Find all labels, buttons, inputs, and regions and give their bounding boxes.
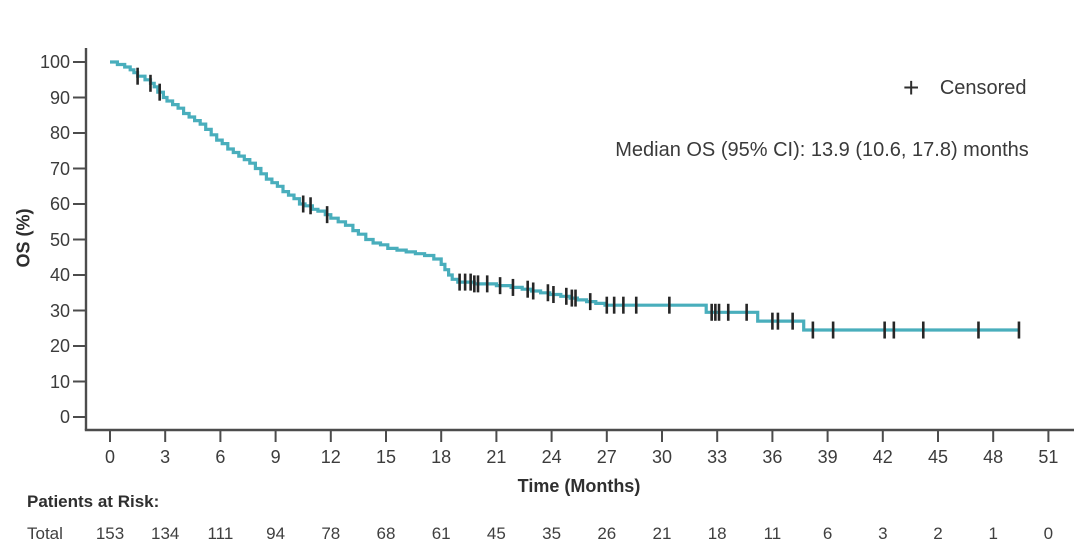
risk-count: 2 [933,524,943,543]
x-tick-label: 18 [431,447,452,467]
y-tick-label: 70 [49,158,70,179]
x-tick-label: 33 [707,447,728,467]
y-tick-label: 50 [49,229,70,250]
risk-count: 35 [542,524,562,543]
x-tick-label: 21 [486,447,507,467]
y-tick-label: 10 [49,371,70,392]
x-tick-label: 51 [1038,447,1059,467]
y-tick-label: 30 [49,300,70,321]
x-tick-label: 24 [541,447,562,467]
median-os-annotation: Median OS (95% CI): 13.9 (10.6, 17.8) mo… [615,139,1029,161]
x-tick-label: 27 [596,447,617,467]
risk-count: 111 [207,524,234,543]
risk-count: 94 [266,524,286,543]
x-tick-label: 36 [762,447,783,467]
risk-count: 61 [431,524,451,543]
risk-count: 45 [486,524,506,543]
y-tick-label: 0 [59,407,70,427]
x-tick-label: 6 [215,447,226,467]
risk-count: 3 [878,524,888,543]
y-tick-label: 40 [49,265,70,285]
x-tick-label: 42 [872,447,893,467]
risk-count: 78 [321,524,341,543]
x-tick-label: 48 [983,447,1004,467]
risk-count: 134 [151,524,180,543]
risk-count: 18 [707,524,727,543]
x-tick-label: 0 [104,447,115,467]
legend: + Censored [903,70,1027,106]
y-tick-label: 80 [49,123,70,143]
risk-count: 68 [376,524,396,543]
x-tick-label: 15 [375,447,397,467]
risk-count: 11 [763,524,782,543]
risk-count: 26 [597,524,617,543]
x-tick-label: 9 [270,447,281,467]
risk-count: 0 [1043,524,1054,543]
y-tick-label: 100 [39,52,70,72]
x-tick-label: 3 [160,447,171,467]
legend-label: Censored [939,77,1027,99]
km-survival-curve [110,60,1019,332]
x-tick-label: 45 [927,447,949,467]
x-axis-title: Time (Months) [517,476,641,496]
risk-table-header: Patients at Risk: [27,492,160,511]
y-tick-label: 90 [49,87,70,108]
x-tick-label: 30 [651,447,673,467]
censored-plus-icon: + [903,72,920,103]
risk-count: 1 [988,524,998,543]
y-tick-label: 60 [49,194,70,214]
x-tick-label: 39 [817,447,838,467]
y-axis-title: OS (%) [13,208,34,268]
risk-count: 153 [95,524,125,543]
x-tick-label: 12 [320,447,341,467]
risk-count: 21 [652,524,672,543]
risk-count: 6 [822,524,833,543]
risk-row-label: Total [27,524,63,543]
y-tick-label: 20 [49,336,70,356]
